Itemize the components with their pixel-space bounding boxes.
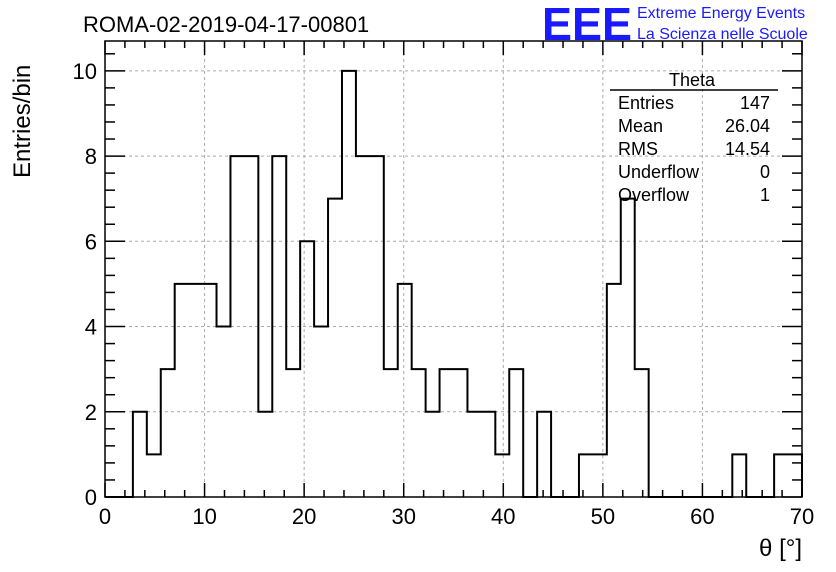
stats-label-1: Mean bbox=[618, 116, 663, 136]
axis-ticks bbox=[104, 41, 803, 498]
x-tick-label-20: 20 bbox=[292, 504, 316, 529]
y-tick-label-0: 0 bbox=[85, 485, 97, 510]
y-tick-label-2: 2 bbox=[85, 400, 97, 425]
stats-value-4: 1 bbox=[760, 185, 770, 205]
stats-label-4: Overflow bbox=[618, 185, 690, 205]
stats-value-1: 26.04 bbox=[725, 116, 770, 136]
stats-value-2: 14.54 bbox=[725, 139, 770, 159]
eee-logo-mark: EEE bbox=[542, 0, 632, 50]
eee-logo-line2: La Scienza nelle Scuole bbox=[637, 26, 808, 43]
x-tick-label-60: 60 bbox=[690, 504, 714, 529]
y-axis-label: Entries/bin bbox=[9, 65, 36, 178]
x-tick-label-70: 70 bbox=[790, 504, 814, 529]
stats-label-0: Entries bbox=[618, 93, 674, 113]
x-axis-label: θ [°] bbox=[759, 535, 802, 562]
eee-logo-line1: Extreme Energy Events bbox=[637, 5, 805, 22]
y-tick-label-10: 10 bbox=[73, 59, 97, 84]
x-tick-label-40: 40 bbox=[491, 504, 515, 529]
eee-logo: EEE Extreme Energy Events La Scienza nel… bbox=[542, 0, 808, 50]
grid-lines bbox=[105, 41, 802, 497]
y-tick-label-8: 8 bbox=[85, 144, 97, 169]
y-tick-label-6: 6 bbox=[85, 229, 97, 254]
x-tick-label-0: 0 bbox=[99, 504, 111, 529]
x-tick-label-50: 50 bbox=[591, 504, 615, 529]
x-tick-label-30: 30 bbox=[391, 504, 415, 529]
stats-value-0: 147 bbox=[740, 93, 770, 113]
stats-label-2: RMS bbox=[618, 139, 658, 159]
plot-frame bbox=[104, 40, 803, 498]
stats-box-title: Theta bbox=[669, 70, 716, 90]
stats-box-rows: Entries 147 Mean 26.04 RMS 14.54 Underflow 0 Ove… bbox=[618, 93, 770, 205]
stats-value-3: 0 bbox=[760, 162, 770, 182]
stats-box: Theta Entries 147 Mean 26.04 RMS 14.54 Underfl… bbox=[610, 70, 778, 205]
y-tick-label-4: 4 bbox=[85, 315, 97, 340]
x-tick-label-10: 10 bbox=[192, 504, 216, 529]
stats-label-3: Underflow bbox=[618, 162, 700, 182]
chart-title: ROMA-02-2019-04-17-00801 bbox=[83, 12, 369, 37]
